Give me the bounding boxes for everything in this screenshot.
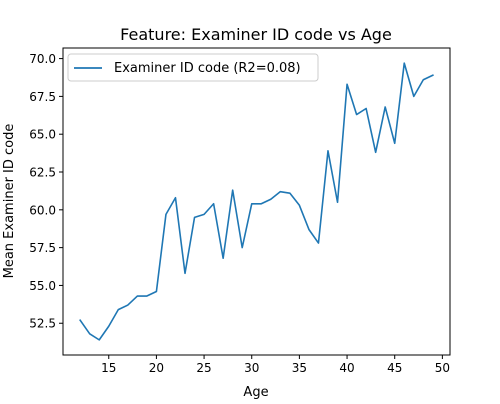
chart-title: Feature: Examiner ID code vs Age xyxy=(120,25,392,44)
y-tick-label: 60.0 xyxy=(29,203,56,217)
data-point xyxy=(241,246,243,248)
data-point xyxy=(193,216,195,218)
plot-frame xyxy=(62,47,451,356)
y-tick-label: 52.5 xyxy=(29,317,56,331)
data-point xyxy=(413,95,415,97)
data-point xyxy=(146,295,148,297)
data-point xyxy=(155,290,157,292)
y-tick-label: 57.5 xyxy=(29,241,56,255)
legend: Examiner ID code (R2=0.08) xyxy=(67,53,319,82)
x-tick-label: 20 xyxy=(149,361,164,375)
data-point xyxy=(270,198,272,200)
y-axis-label: Mean Examiner ID code xyxy=(2,124,17,279)
x-tick-label: 25 xyxy=(196,361,211,375)
data-point xyxy=(260,203,262,205)
y-tick-label: 65.0 xyxy=(29,128,56,142)
data-point xyxy=(212,203,214,205)
data-point xyxy=(289,192,291,194)
data-point xyxy=(231,189,233,191)
data-point xyxy=(394,142,396,144)
x-tick-label: 35 xyxy=(292,361,307,375)
data-point xyxy=(98,339,100,341)
data-point xyxy=(355,113,357,115)
x-tick-label: 50 xyxy=(435,361,450,375)
data-point xyxy=(127,304,129,306)
data-point xyxy=(327,150,329,152)
legend-box xyxy=(67,53,319,82)
data-point xyxy=(184,272,186,274)
y-tick-label: 67.5 xyxy=(29,90,56,104)
data-point xyxy=(279,190,281,192)
data-point xyxy=(174,197,176,199)
plot-area: 15 20 25 30 35 40 45 50 52.5 55.0 57.5 60.0 62.5 65.0… xyxy=(29,52,450,375)
series-line xyxy=(79,62,434,341)
data-point xyxy=(203,213,205,215)
data-point xyxy=(88,333,90,335)
data-point xyxy=(346,83,348,85)
legend-entry-label: Examiner ID code (R2=0.08) xyxy=(114,61,301,76)
x-tick-label: 45 xyxy=(387,361,402,375)
data-point xyxy=(336,201,338,203)
y-tick-label: 70.0 xyxy=(29,52,56,66)
x-tick-label: 40 xyxy=(339,361,354,375)
x-tick-label: 15 xyxy=(101,361,116,375)
data-point xyxy=(117,308,119,310)
data-point xyxy=(298,204,300,206)
x-axis-label: Age xyxy=(243,385,268,400)
data-point xyxy=(165,213,167,215)
data-point xyxy=(403,62,405,64)
y-tick-label: 55.0 xyxy=(29,279,56,293)
data-point xyxy=(317,242,319,244)
data-point xyxy=(432,74,434,76)
data-point xyxy=(308,228,310,230)
data-point xyxy=(384,106,386,108)
data-point xyxy=(79,319,81,321)
data-point xyxy=(108,325,110,327)
data-point xyxy=(374,151,376,153)
data-point xyxy=(251,203,253,205)
data-point xyxy=(136,295,138,297)
data-point xyxy=(365,107,367,109)
data-point xyxy=(222,257,224,259)
x-tick-label: 30 xyxy=(244,361,259,375)
y-tick-label: 62.5 xyxy=(29,166,56,180)
data-point xyxy=(422,79,424,81)
